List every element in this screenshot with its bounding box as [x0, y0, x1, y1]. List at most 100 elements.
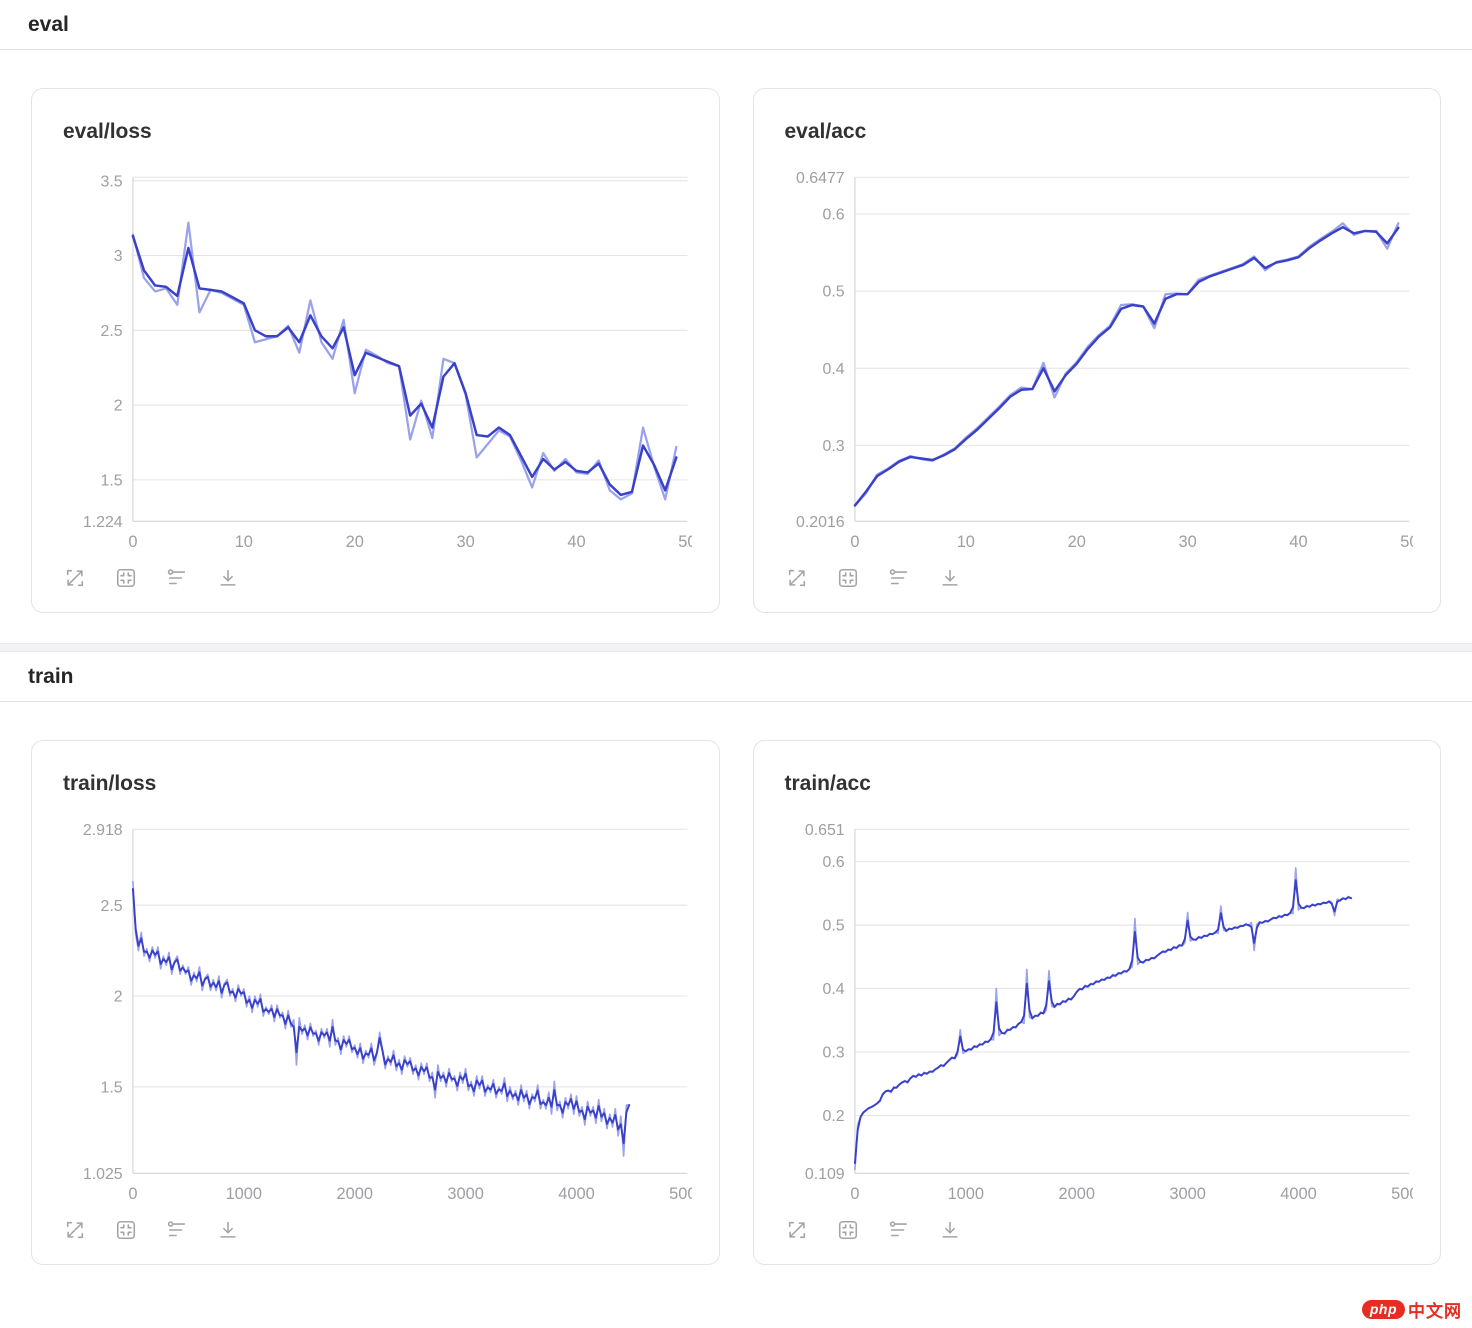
x-tick-label: 40: [567, 533, 585, 551]
page-footer: php 中文网: [0, 1295, 1472, 1328]
x-tick-label: 10: [956, 533, 974, 551]
y-tick-label: 0.6: [822, 854, 844, 871]
watermark-text: 中文网: [1408, 1302, 1462, 1322]
watermark: php 中文网: [1361, 1297, 1462, 1322]
y-tick-label: 0.2016: [796, 514, 845, 531]
y-tick-label: 0.6477: [796, 170, 845, 187]
y-tick-label: 2.5: [101, 898, 123, 915]
y-tick-label: 2.918: [83, 822, 123, 839]
y-tick-label: 1.025: [83, 1166, 123, 1183]
php-logo-badge: php: [1361, 1300, 1405, 1320]
chart-card-train-acc: train/acc 0.651 0.6 0.5 0.4 0.3 0.2 0.109 0 1000…: [752, 740, 1441, 1266]
eval-loss-plot[interactable]: 3.5 3 2.5 2 1.5 1.224 0 10 20 30 40 50: [59, 168, 692, 556]
section-train: train train/loss 2.918 2.5 2 1.5 1.025 0 1000 2…: [0, 652, 1472, 1328]
series-raw-line: [132, 880, 630, 1157]
chart-toolbar: [781, 1208, 1414, 1252]
series-raw-line: [853, 222, 1399, 507]
chart-toolbar: [59, 556, 692, 600]
chart-card-eval-acc: eval/acc 0.6477 0.6 0.5 0.4 0.3 0.2016 0 10 20 30…: [752, 88, 1441, 614]
train-cards-row: train/loss 2.918 2.5 2 1.5 1.025 0 1000 2000 300…: [0, 702, 1472, 1295]
y-tick-label: 0.3: [822, 438, 844, 455]
x-tick-label: 40: [1289, 533, 1307, 551]
x-tick-label: 2000: [336, 1185, 373, 1203]
x-tick-label: 5000: [1391, 1185, 1413, 1203]
fullscreen-icon[interactable]: [63, 566, 87, 590]
series-smoothed-line: [853, 225, 1400, 507]
x-tick-label: 5000: [669, 1185, 691, 1203]
fullscreen-icon[interactable]: [785, 566, 809, 590]
x-tick-label: 10: [235, 533, 253, 551]
fullscreen-icon[interactable]: [63, 1218, 87, 1242]
fit-view-icon[interactable]: [114, 566, 138, 590]
chart-title: train/acc: [784, 772, 871, 796]
x-tick-label: 0: [850, 1185, 859, 1203]
smoothing-icon[interactable]: [165, 566, 189, 590]
y-tick-label: 0.2: [822, 1108, 844, 1125]
y-tick-label: 0.5: [822, 284, 844, 301]
series-smoothed-line: [853, 879, 1352, 1165]
series-smoothed-line: [131, 888, 631, 1145]
x-tick-label: 0: [128, 1185, 137, 1203]
train-loss-plot[interactable]: 2.918 2.5 2 1.5 1.025 0 1000 2000 3000 4000 5000: [59, 820, 692, 1208]
x-tick-label: 1000: [947, 1185, 984, 1203]
y-tick-label: 2: [114, 989, 123, 1006]
fullscreen-icon[interactable]: [785, 1218, 809, 1242]
download-icon[interactable]: [938, 1218, 962, 1242]
fit-view-icon[interactable]: [836, 1218, 860, 1242]
y-tick-label: 0.5: [822, 918, 844, 935]
section-train-title: train: [0, 652, 1472, 703]
y-tick-label: 0.651: [804, 822, 844, 839]
x-tick-label: 50: [678, 533, 691, 551]
chart-toolbar: [59, 1208, 692, 1252]
series-raw-line: [853, 867, 1352, 1171]
chart-card-train-loss: train/loss 2.918 2.5 2 1.5 1.025 0 1000 2000 300…: [31, 740, 720, 1266]
smoothing-icon[interactable]: [165, 1218, 189, 1242]
x-tick-label: 4000: [1280, 1185, 1317, 1203]
fit-view-icon[interactable]: [836, 566, 860, 590]
x-tick-label: 30: [1178, 533, 1196, 551]
eval-cards-row: eval/loss 3.5 3 2.5 2 1.5 1.224 0 10 20 30 40 50 ev…: [0, 50, 1472, 643]
series-smoothed-line: [131, 234, 678, 497]
y-tick-label: 1.5: [101, 472, 123, 489]
x-tick-label: 4000: [558, 1185, 595, 1203]
x-tick-label: 0: [850, 533, 859, 551]
download-icon[interactable]: [216, 566, 240, 590]
x-tick-label: 3000: [1169, 1185, 1206, 1203]
y-tick-label: 3: [114, 248, 123, 265]
y-tick-label: 1.5: [101, 1080, 123, 1097]
x-tick-label: 50: [1400, 533, 1413, 551]
chart-title: train/loss: [63, 772, 157, 796]
section-eval: eval eval/loss 3.5 3 2.5 2 1.5 1.224 0 10 20 30 40…: [0, 0, 1472, 644]
smoothing-icon[interactable]: [887, 566, 911, 590]
x-tick-label: 20: [346, 533, 364, 551]
train-acc-plot[interactable]: 0.651 0.6 0.5 0.4 0.3 0.2 0.109 0 1000 2000 3000 40…: [781, 820, 1414, 1208]
chart-title: eval/acc: [784, 120, 867, 143]
x-tick-label: 20: [1067, 533, 1085, 551]
y-tick-label: 3.5: [101, 173, 123, 190]
y-tick-label: 2.5: [101, 323, 123, 340]
series-raw-line: [131, 221, 678, 501]
x-tick-label: 1000: [226, 1185, 263, 1203]
y-tick-label: 0.3: [822, 1045, 844, 1062]
x-tick-label: 3000: [447, 1185, 484, 1203]
section-eval-title: eval: [0, 0, 1472, 50]
chart-title: eval/loss: [63, 120, 152, 143]
fit-view-icon[interactable]: [114, 1218, 138, 1242]
section-divider: [0, 643, 1472, 653]
eval-acc-plot[interactable]: 0.6477 0.6 0.5 0.4 0.3 0.2016 0 10 20 30 40 50: [781, 168, 1414, 556]
download-icon[interactable]: [938, 566, 962, 590]
y-tick-label: 1.224: [83, 514, 123, 531]
download-icon[interactable]: [216, 1218, 240, 1242]
x-tick-label: 2000: [1058, 1185, 1095, 1203]
x-tick-label: 30: [456, 533, 474, 551]
chart-toolbar: [781, 556, 1414, 600]
chart-card-eval-loss: eval/loss 3.5 3 2.5 2 1.5 1.224 0 10 20 30 40 50: [31, 88, 720, 614]
x-tick-label: 0: [128, 533, 137, 551]
y-tick-label: 0.4: [822, 361, 844, 378]
y-tick-label: 2: [114, 398, 123, 415]
y-tick-label: 0.109: [804, 1166, 844, 1183]
y-tick-label: 0.4: [822, 981, 844, 998]
smoothing-icon[interactable]: [887, 1218, 911, 1242]
y-tick-label: 0.6: [822, 207, 844, 224]
